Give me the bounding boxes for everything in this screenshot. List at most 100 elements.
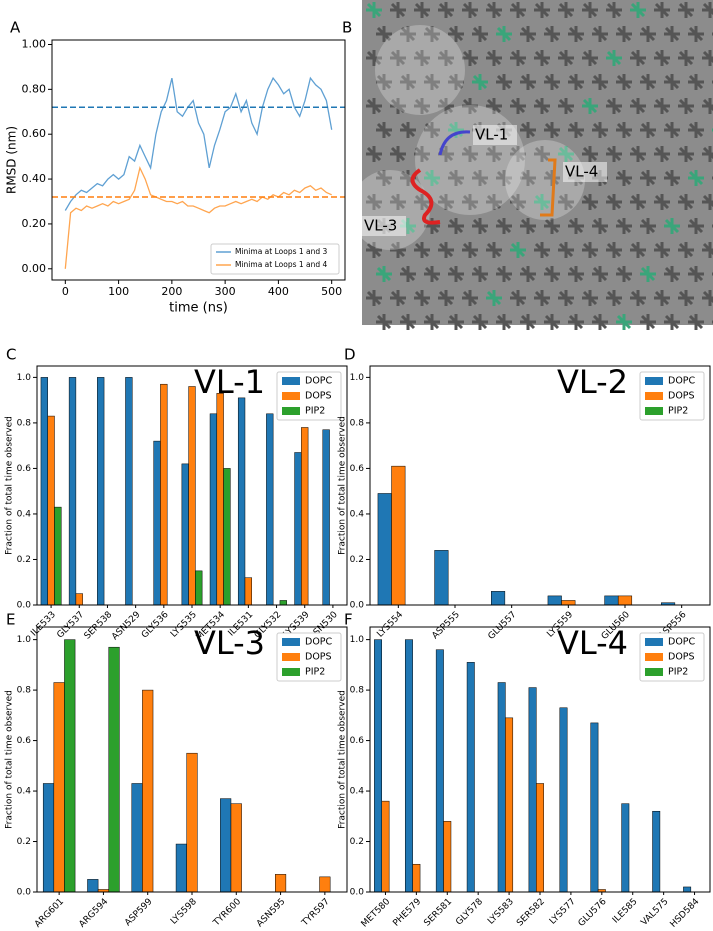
bar (391, 465, 406, 606)
molecule (678, 194, 694, 210)
x-tick-label: TYR600 (211, 897, 243, 929)
molecule (544, 218, 560, 234)
bar (220, 798, 232, 893)
x-tick-label: ASP599 (123, 897, 155, 929)
molecule (448, 74, 464, 90)
molecule (414, 146, 430, 162)
molecule (366, 242, 382, 258)
molecule (424, 170, 440, 186)
molecule (390, 98, 406, 114)
x-tick-label: 100 (108, 285, 129, 298)
molecule (520, 74, 536, 90)
molecule (702, 290, 713, 306)
bar (131, 783, 143, 893)
highlight (350, 170, 430, 250)
molecule (496, 26, 512, 42)
molecule (424, 122, 440, 138)
y-tick-label: 0.4 (17, 509, 32, 519)
y-axis-label: Fraction of total time observed (338, 690, 348, 829)
legend-swatch (282, 377, 300, 385)
x-tick-label: GLY536 (140, 610, 171, 641)
molecule (376, 26, 392, 42)
bar (559, 707, 568, 893)
y-tick-label: 0.0 (350, 601, 365, 611)
molecule (582, 50, 598, 66)
bar (294, 452, 302, 606)
loop-vl3 (410, 168, 441, 225)
molecule (534, 146, 550, 162)
molecule (462, 2, 478, 18)
y-tick-label: 1.0 (17, 635, 32, 645)
legend-label: DOPC (305, 376, 333, 387)
bar (209, 413, 218, 606)
y-tick-label: 0.00 (22, 262, 47, 275)
legend-label: DOPC (305, 637, 333, 648)
x-tick-label: LYS598 (169, 897, 199, 927)
bar (536, 783, 544, 893)
y-tick-label: 1.0 (350, 635, 365, 645)
molecule (486, 146, 502, 162)
legend-swatch (645, 392, 663, 400)
molecule (472, 266, 488, 282)
molecule (678, 290, 694, 306)
legend-swatch (282, 392, 300, 400)
molecule (438, 242, 454, 258)
molecule (582, 98, 598, 114)
legend-label: DOPC (668, 637, 696, 648)
molecule (400, 314, 416, 330)
molecule (688, 26, 704, 42)
panel-title: VL-2 (557, 363, 628, 401)
molecule (568, 74, 584, 90)
x-tick-label: 300 (215, 285, 236, 298)
bar (216, 393, 224, 606)
molecule (520, 26, 536, 42)
legend-label: PIP2 (305, 406, 325, 417)
molecule (558, 242, 574, 258)
legend-label: PIP2 (668, 406, 688, 417)
y-tick-label: 0.8 (350, 418, 365, 428)
bar (160, 383, 168, 606)
molecule (376, 170, 392, 186)
molecule (414, 98, 430, 114)
molecule (616, 26, 632, 42)
data-line (64, 76, 333, 211)
molecule (462, 194, 478, 210)
bar (547, 595, 562, 606)
bar (621, 803, 630, 893)
molecule (424, 266, 440, 282)
molecule (582, 194, 598, 210)
bar (64, 639, 76, 893)
molecule (400, 266, 416, 282)
molecule (640, 218, 656, 234)
molecule (582, 242, 598, 258)
x-tick-label: VAL575 (639, 897, 670, 928)
molecule (582, 146, 598, 162)
y-tick-label: 0.8 (17, 686, 32, 696)
molecule (664, 266, 680, 282)
label-backdrop (563, 162, 607, 182)
bar (497, 682, 506, 893)
molecule (390, 290, 406, 306)
bar (319, 876, 331, 893)
molecule (534, 242, 550, 258)
molecule (664, 26, 680, 42)
legend-label: DOPS (305, 652, 332, 663)
y-tick-label: 0.40 (22, 172, 47, 185)
molecule (390, 50, 406, 66)
molecule (472, 218, 488, 234)
legend-swatch (645, 407, 663, 415)
bar (87, 879, 99, 893)
panel-letter: A (10, 19, 21, 37)
bar (153, 440, 161, 606)
molecule (438, 290, 454, 306)
x-tick-label: GLY537 (55, 610, 86, 641)
molecule (616, 170, 632, 186)
bar (505, 717, 514, 893)
molecule (664, 218, 680, 234)
molecule (510, 290, 526, 306)
legend-swatch (282, 638, 300, 646)
molecule (510, 98, 526, 114)
molecule (702, 242, 713, 258)
molecule (438, 194, 454, 210)
y-tick-label: 0.4 (17, 787, 32, 797)
